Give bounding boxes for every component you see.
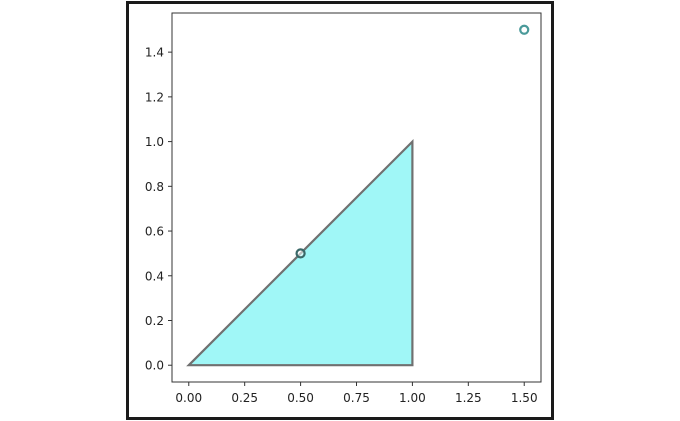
scatter-point-2 — [519, 24, 530, 35]
y-tick-label: 0.8 — [145, 180, 164, 194]
x-tick-label: 0.75 — [343, 391, 370, 405]
y-tick-label: 1.2 — [145, 90, 164, 104]
x-tick-label: 0.00 — [175, 391, 202, 405]
x-tick-label: 0.50 — [287, 391, 314, 405]
y-axis: 0.0 0.2 0.4 0.6 0.8 1.0 1.2 1.4 — [145, 46, 172, 373]
y-tick-label: 0.0 — [145, 359, 164, 373]
y-tick-label: 1.0 — [145, 135, 164, 149]
y-tick-label: 0.2 — [145, 314, 164, 328]
x-tick-label: 1.00 — [399, 391, 426, 405]
y-tick-label: 0.6 — [145, 225, 164, 239]
y-tick-label: 1.4 — [145, 46, 164, 60]
points-layer — [295, 24, 530, 259]
scatter-point-1 — [295, 248, 306, 259]
x-axis: 0.00 0.25 0.50 0.75 1.00 1.25 1.50 — [175, 382, 538, 405]
x-tick-label: 0.25 — [231, 391, 258, 405]
x-tick-label: 1.50 — [511, 391, 538, 405]
y-tick-label: 0.4 — [145, 269, 164, 283]
x-tick-label: 1.25 — [455, 391, 482, 405]
